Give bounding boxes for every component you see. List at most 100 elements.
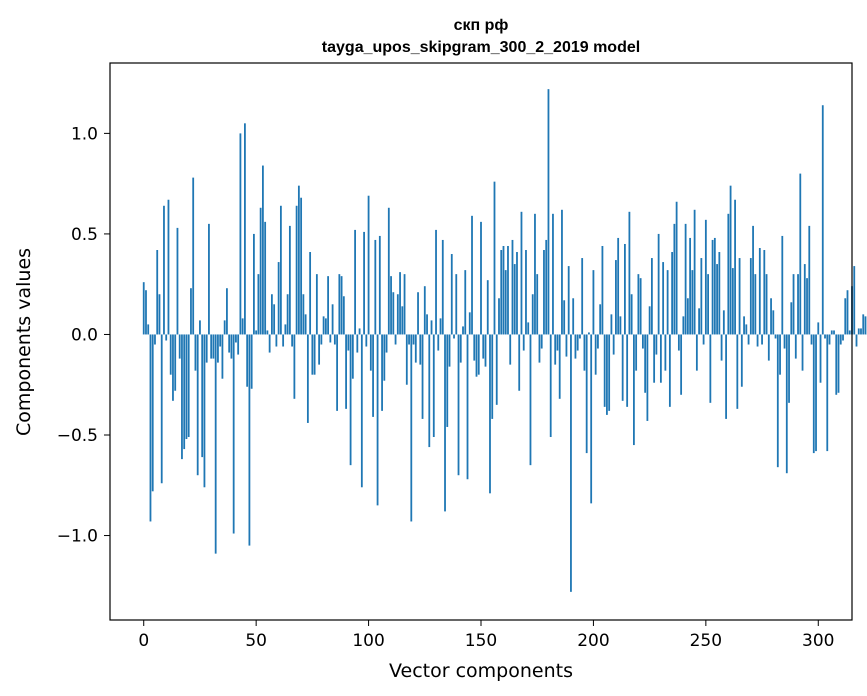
bar [253, 233, 255, 335]
bar [752, 225, 754, 335]
bar [412, 334, 415, 345]
bar [156, 250, 159, 335]
bar [405, 334, 408, 385]
bar [839, 334, 842, 345]
bar [543, 250, 545, 335]
bar [255, 330, 258, 335]
bar [455, 274, 458, 335]
bar [864, 316, 867, 335]
bar [165, 334, 168, 341]
bar [624, 243, 626, 335]
bar [835, 334, 838, 395]
bar [776, 334, 779, 468]
bar [286, 294, 289, 335]
bar [853, 266, 856, 335]
bar [689, 237, 692, 335]
bar [842, 334, 844, 341]
bar [806, 278, 808, 335]
bar [381, 334, 383, 411]
bar [700, 258, 703, 335]
bar [322, 316, 325, 335]
bar [223, 320, 226, 335]
bar [282, 334, 285, 347]
bar [480, 221, 482, 335]
bar [304, 314, 307, 335]
bar [785, 334, 788, 474]
bar [707, 274, 709, 335]
bar [857, 328, 860, 335]
bar [468, 312, 471, 335]
bar [538, 334, 541, 363]
bar [354, 229, 356, 335]
x-axis-ticks: 0 50 100 150 200 250 300 [138, 620, 834, 651]
bar [450, 254, 453, 335]
bar [291, 334, 294, 347]
bar [360, 334, 363, 488]
bar [581, 258, 584, 335]
bar [518, 334, 521, 391]
bar [781, 235, 784, 335]
x-tick-label: 0 [138, 631, 149, 651]
bar [498, 298, 500, 335]
bar [228, 334, 231, 353]
y-tick-label: −0.5 [57, 426, 98, 446]
bar [763, 250, 766, 335]
bar [612, 334, 615, 355]
bar [237, 334, 240, 355]
bar [531, 294, 534, 335]
bar [383, 334, 386, 381]
bar [217, 334, 219, 363]
bar [273, 304, 276, 335]
bar [338, 274, 341, 335]
bar [570, 334, 572, 592]
bar [576, 334, 579, 351]
bar [644, 334, 647, 393]
bar [363, 231, 365, 335]
bar [414, 334, 417, 363]
bar [430, 320, 433, 335]
bar [174, 334, 177, 391]
plot-frame [109, 62, 853, 621]
bar [740, 334, 743, 387]
bar [704, 219, 707, 335]
bar [311, 334, 314, 375]
bar [336, 334, 338, 411]
bar [257, 274, 260, 335]
bar [630, 294, 633, 335]
bar [633, 334, 635, 446]
bar [653, 334, 656, 383]
bar [219, 334, 222, 347]
bar [181, 334, 183, 460]
bar [650, 258, 653, 335]
bar [428, 334, 431, 448]
bar [561, 209, 563, 335]
bar [284, 324, 287, 335]
bar [743, 316, 745, 335]
bar [262, 165, 264, 335]
bar [527, 322, 530, 335]
bar [504, 270, 507, 335]
bar [846, 290, 849, 335]
bar [862, 314, 865, 335]
bar [671, 252, 674, 335]
x-axis-label: Vector components [389, 660, 573, 682]
bar [315, 274, 318, 335]
bar [628, 211, 631, 335]
bar [154, 334, 156, 345]
bar [149, 334, 152, 522]
bar [511, 239, 514, 335]
bar [662, 262, 665, 335]
bar [540, 334, 543, 349]
bar [788, 334, 790, 403]
bar [684, 223, 687, 335]
bar [235, 334, 237, 343]
bar [821, 105, 824, 335]
bar [462, 326, 464, 335]
bar [259, 207, 262, 335]
bar [248, 334, 251, 546]
bar [536, 274, 539, 335]
bar [293, 334, 296, 399]
bar [819, 334, 822, 383]
bar [201, 334, 204, 458]
bar [729, 185, 732, 335]
